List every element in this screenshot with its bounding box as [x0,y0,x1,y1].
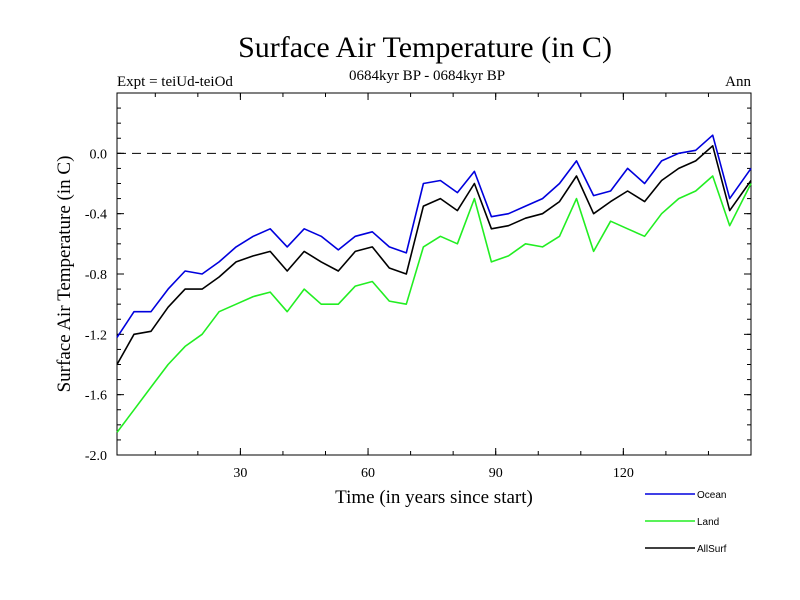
series-line-ocean [116,134,752,338]
y-tick-label: -0.8 [85,268,107,283]
y-tick-label: -2.0 [85,449,107,464]
x-axis-label: Time (in years since start) [335,487,533,508]
plot-area: 0.0 -0.4 -0.8 -1.2 -1.6 -2.0 30 60 90 120 [85,92,752,481]
series-line-land [116,175,752,433]
series-line-allsurf [116,145,752,365]
x-tick-label: 120 [613,466,634,481]
period-label: 0684kyr BP - 0684kyr BP [349,68,505,84]
x-tick-label: 60 [361,466,375,481]
x-tick-label: 90 [489,466,503,481]
y-tick-label: 0.0 [90,147,108,162]
chart-title: Surface Air Temperature (in C) [238,31,612,64]
y-tick-label: -1.2 [85,328,107,343]
x-tick-label: 30 [233,466,247,481]
y-tick-label: -1.6 [85,389,107,404]
plot-frame [116,92,752,456]
legend-label-ocean: Ocean [697,490,726,501]
y-axis-label: Surface Air Temperature (in C) [54,156,75,393]
legend: Ocean Land AllSurf [645,490,727,555]
legend-label-allsurf: AllSurf [697,544,727,555]
y-tick-label: -0.4 [85,208,107,223]
season-label: Ann [725,74,751,90]
legend-label-land: Land [697,517,719,528]
experiment-label: Expt = teiUd-teiOd [117,74,233,90]
